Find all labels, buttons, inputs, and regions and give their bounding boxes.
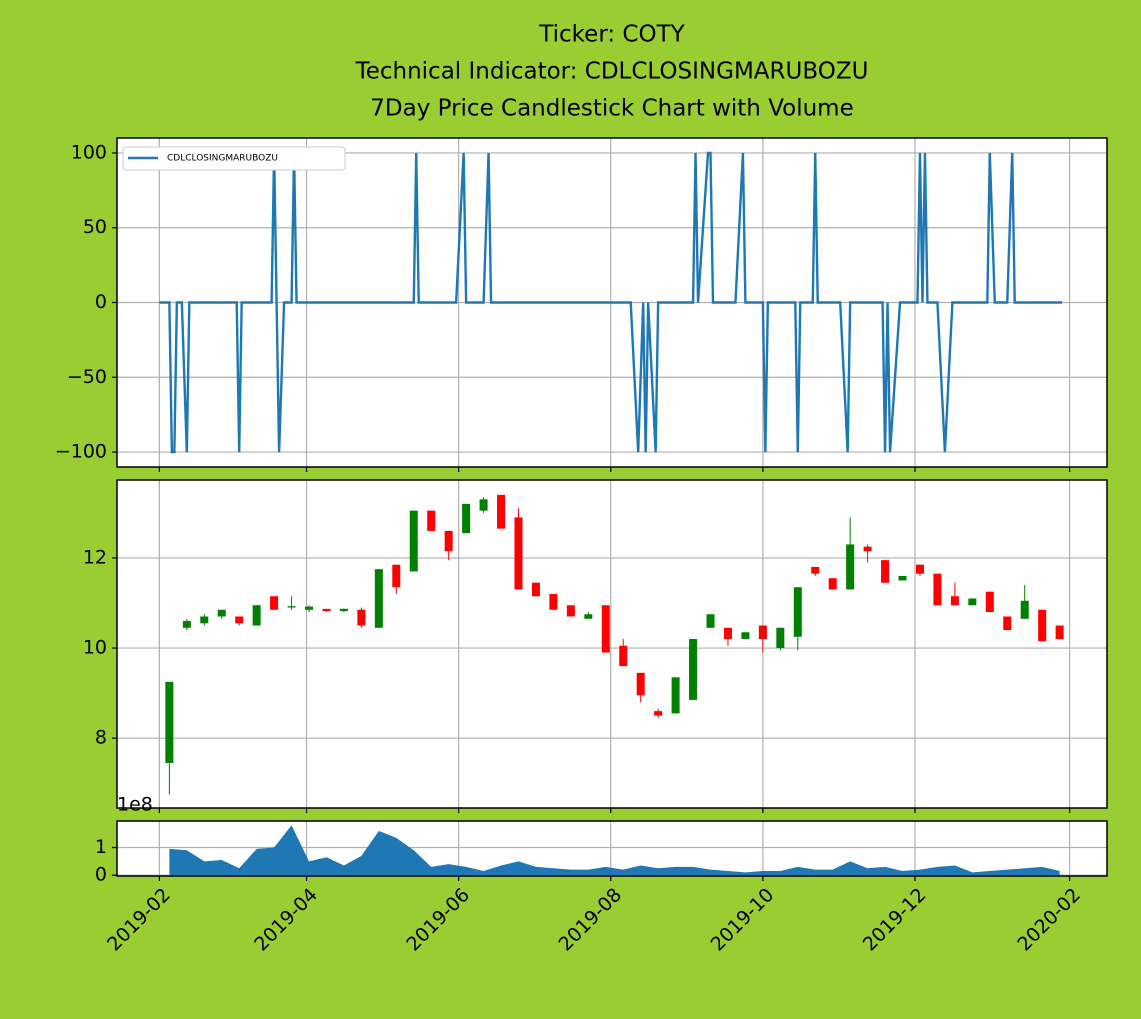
plot-area [117,480,1107,808]
candle-body [793,587,802,637]
candle-body [566,605,575,617]
x-tick-label: 2019-04 [250,884,322,956]
plot-frame [116,479,1108,809]
x-tick-label: 2020-02 [1013,884,1085,956]
candle-body [444,530,453,552]
candle-body [392,564,401,588]
candle-body [741,632,750,640]
candle-body [339,608,348,612]
candle-body [968,598,977,606]
y-tick-label: 100 [71,141,107,163]
candle-body [863,546,872,552]
x-tick-label: 2019-02 [103,884,175,956]
candle-body [811,566,820,574]
plot-frame [116,820,1108,877]
candle-body [217,609,226,617]
candle-body [479,499,488,511]
candle-body [1055,625,1064,640]
candle-body [182,621,191,628]
candle-body [601,605,610,653]
x-tick-label: 2019-06 [402,884,474,956]
chart-title: Ticker: COTY [538,22,685,48]
candle-body [723,627,732,640]
candle-body [706,614,715,628]
y-tick-label: 12 [83,546,107,568]
x-tick-label: 2019-08 [554,884,626,956]
y-tick-label: 8 [95,727,107,749]
indicator-line [159,151,1063,454]
legend-box [122,146,346,171]
candle-body [270,596,279,610]
candle-body [985,591,994,613]
y-tick-label: −100 [55,441,107,463]
candle-body [200,616,209,624]
candle-body [514,517,523,590]
candle-body [497,494,506,529]
chart-title: 7Day Price Candlestick Chart with Volume [370,96,853,122]
candle-body [287,606,296,608]
chart-title: Technical Indicator: CDLCLOSINGMARUBOZU [355,59,869,85]
candle-body [322,608,331,612]
candle-body [357,609,366,626]
candle-body [846,544,855,590]
candle-body [549,593,558,610]
candle-body [1038,609,1047,642]
candle-body [776,627,785,649]
candle-body [915,564,924,574]
candle-body [1020,600,1029,619]
candle-body [165,681,174,763]
candle-body [828,578,837,590]
volume-area [169,825,1060,876]
candle-body [531,582,540,597]
candle-body [881,560,890,583]
axis-offset-label: 1e8 [117,794,153,816]
candle-body [427,510,436,531]
candle-body [252,605,261,626]
candle-body [374,569,383,628]
candle-body [933,573,942,606]
candle-body [758,625,767,640]
candle-body [619,645,628,667]
candle-body [584,614,593,619]
y-tick-label: 0 [95,864,107,886]
candle-body [654,711,663,716]
candle-body [462,503,471,534]
y-tick-label: 1 [95,836,107,858]
candle-body [636,672,645,696]
candle-body [950,596,959,606]
candle-body [671,677,680,714]
candle-body [235,616,244,624]
legend-label: CDLCLOSINGMARUBOZU [167,154,278,164]
candle-body [689,639,698,700]
y-tick-label: 0 [95,291,107,313]
y-tick-label: −50 [67,366,107,388]
candle-body [898,575,907,581]
plot-frame [116,137,1108,468]
y-tick-label: 10 [83,637,107,659]
x-tick-label: 2019-10 [707,884,779,956]
candle-body [305,606,314,610]
y-tick-label: 50 [83,216,107,238]
candle-body [409,510,418,572]
candle-body [1003,616,1012,631]
x-tick-label: 2019-12 [859,884,931,956]
